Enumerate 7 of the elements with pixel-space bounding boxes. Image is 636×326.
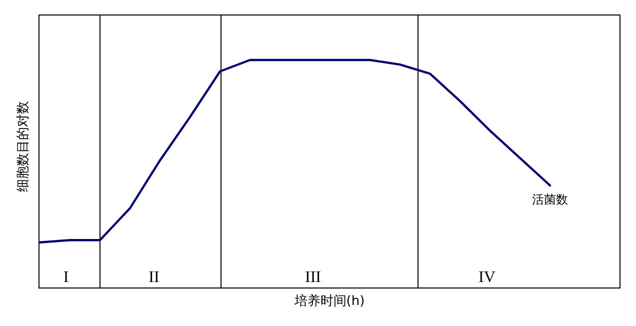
y-axis-title: 细胞数目的对数 [16, 101, 31, 192]
x-axis-title: 培养时间(h) [293, 293, 365, 309]
annotation: II [148, 269, 160, 286]
annotation: IV [478, 269, 496, 286]
annotation: I [63, 269, 69, 286]
annotation: 活菌数 [532, 192, 568, 206]
annotation: III [305, 269, 321, 286]
